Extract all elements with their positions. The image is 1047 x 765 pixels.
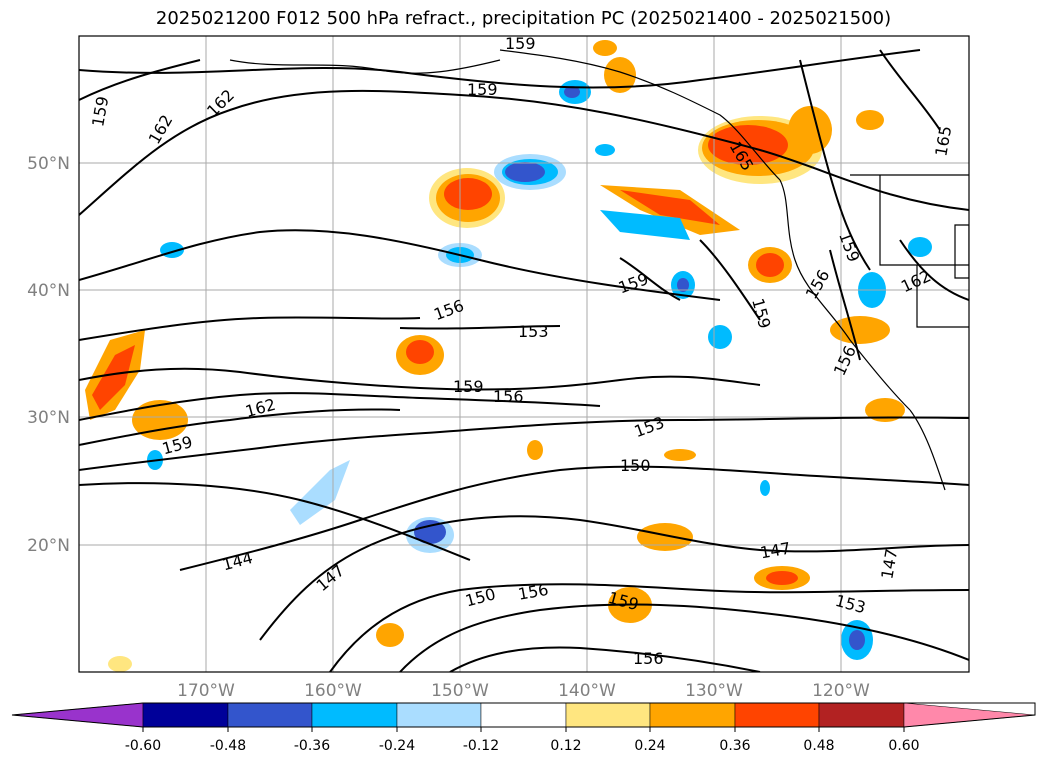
lon-label-120w: 120°W bbox=[812, 681, 870, 701]
contour-label: 156 bbox=[633, 649, 664, 668]
colorbar-segment bbox=[565, 702, 651, 728]
colorbar-extend-high bbox=[903, 702, 1036, 728]
contour-label: 153 bbox=[518, 322, 549, 341]
colorbar-tick-label: 0.48 bbox=[803, 738, 834, 754]
colorbar-segment bbox=[649, 702, 736, 728]
lon-label-160w: 160°W bbox=[304, 681, 362, 701]
colorbar-tick-label: 0.12 bbox=[550, 738, 581, 754]
latitude-labels: 50°N 40°N 30°N 20°N bbox=[27, 154, 70, 556]
colorbar-tick-label: -0.24 bbox=[379, 738, 415, 754]
colorbar-segment bbox=[142, 702, 229, 728]
longitude-labels: 170°W 160°W 150°W 140°W 130°W 120°W bbox=[177, 681, 870, 701]
contour-label: 150 bbox=[620, 456, 651, 475]
colorbar-tick-label: 0.60 bbox=[888, 738, 919, 754]
colorbar-tick-label: -0.12 bbox=[463, 738, 499, 754]
colorbar-tick-label: -0.60 bbox=[125, 738, 161, 754]
contour-label: 159 bbox=[505, 34, 536, 53]
colorbar-tick-label: 0.24 bbox=[634, 738, 665, 754]
colorbar-segment bbox=[480, 702, 567, 728]
lat-label-50n: 50°N bbox=[27, 154, 70, 174]
lon-label-130w: 130°W bbox=[685, 681, 743, 701]
contour-label: 159 bbox=[467, 80, 498, 99]
colorbar-tick-label: 0.36 bbox=[719, 738, 750, 754]
contour-label: 156 bbox=[493, 387, 524, 406]
coastlines bbox=[229, 49, 969, 491]
colorbar-segment bbox=[311, 702, 398, 728]
colorbar-segment bbox=[227, 702, 313, 728]
lat-label-30n: 30°N bbox=[27, 408, 70, 428]
lat-label-40n: 40°N bbox=[27, 281, 70, 301]
lon-label-140w: 140°W bbox=[558, 681, 616, 701]
colorbar-segment bbox=[818, 702, 905, 728]
lon-label-170w: 170°W bbox=[177, 681, 235, 701]
colorbar-tick-label: -0.48 bbox=[210, 738, 246, 754]
plot-frame bbox=[78, 35, 970, 673]
refractivity-contours bbox=[79, 49, 969, 672]
lon-label-150w: 150°W bbox=[431, 681, 489, 701]
colorbar-tick-label: -0.36 bbox=[294, 738, 330, 754]
map-title: 2025021200 F012 500 hPa refract., precip… bbox=[155, 8, 892, 29]
colorbar-segment bbox=[396, 702, 482, 728]
precip-positive-areas bbox=[85, 40, 905, 672]
contour-label: 159 bbox=[453, 377, 484, 396]
plot-area bbox=[79, 36, 969, 672]
colorbar-extend-low bbox=[11, 702, 144, 728]
colorbar: -0.60 -0.48 -0.36 -0.24 -0.12 0.12 0.24 … bbox=[11, 702, 1036, 754]
lat-label-20n: 20°N bbox=[27, 536, 70, 556]
colorbar-segment bbox=[734, 702, 820, 728]
